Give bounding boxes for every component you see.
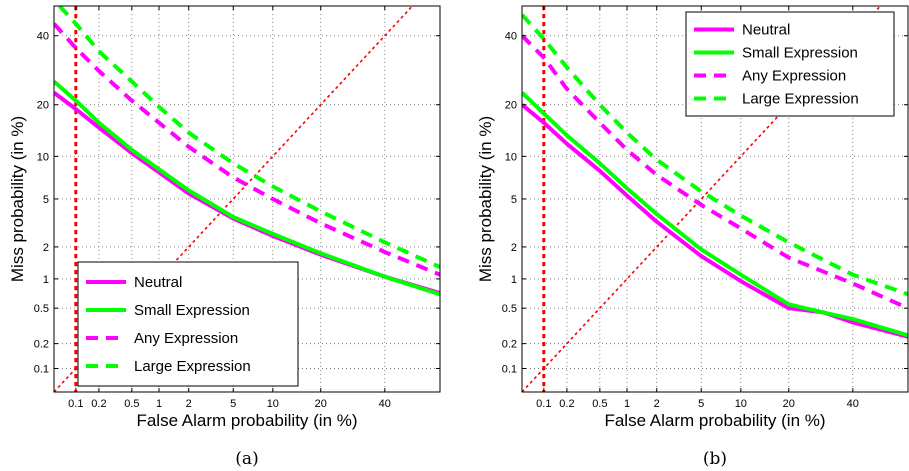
series-line-small-expression <box>522 91 908 338</box>
x-tick-label: 5 <box>698 398 704 410</box>
chart-panel-a: 0.1 0.2 0.5 1 2 5 10 20 40 0.1 0.2 0.5 1 2 5 10 20 40 Fals… <box>8 5 441 469</box>
x-tick-label: 20 <box>783 398 795 410</box>
x-tick-label: 0.1 <box>536 398 551 410</box>
legend-label: Neutral <box>134 274 182 291</box>
x-tick-label: 1 <box>156 398 162 410</box>
y-tick-label: 0.5 <box>502 303 517 315</box>
x-tick-label: 2 <box>186 398 192 410</box>
legend: Neutral Small Expression Any Expression Lar… <box>685 11 895 117</box>
x-axis-label: False Alarm probability (in %) <box>604 411 825 430</box>
series-line-any-expression <box>54 22 440 277</box>
y-tick-label: 0.5 <box>34 303 49 315</box>
x-tick-label: 0.2 <box>91 398 106 410</box>
y-tick-label: 0.2 <box>34 339 49 351</box>
x-tick-label: 20 <box>315 398 327 410</box>
y-tick-label: 40 <box>37 31 49 43</box>
x-axis-label: False Alarm probability (in %) <box>136 411 357 430</box>
y-tick-label: 2 <box>43 242 49 254</box>
y-tick-label: 2 <box>511 242 517 254</box>
y-tick-label: 40 <box>505 31 517 43</box>
legend-label: Large Expression <box>134 358 251 375</box>
y-axis-label: Miss probability (in %) <box>476 116 495 282</box>
y-axis-label: Miss probability (in %) <box>8 116 27 282</box>
y-tick-label: 1 <box>511 274 517 286</box>
legend-label: Small Expression <box>134 302 250 319</box>
y-tick-label: 5 <box>511 194 517 206</box>
chart-panel-b: 0.1 0.2 0.5 1 2 5 10 20 40 0.1 0.2 0.5 1 2 5 10 20 40 Fals… <box>476 5 909 469</box>
y-tick-label: 10 <box>505 151 517 163</box>
y-tick-label: 20 <box>505 100 517 112</box>
equal-error-diagonal <box>54 6 413 392</box>
y-tick-label: 0.1 <box>34 364 49 376</box>
y-tick-label: 0.1 <box>502 364 517 376</box>
legend-label: Any Expression <box>134 330 238 347</box>
y-tick-label: 10 <box>37 151 49 163</box>
x-tick-label: 10 <box>267 398 279 410</box>
legend-label: Any Expression <box>742 68 846 85</box>
y-tick-label: 0.2 <box>502 339 517 351</box>
y-tick-label: 5 <box>43 194 49 206</box>
series-line-large-expression <box>58 6 440 269</box>
x-tick-label: 10 <box>735 398 747 410</box>
x-tick-label: 0.5 <box>592 398 607 410</box>
series-line-small-expression <box>54 79 440 297</box>
x-tick-label: 1 <box>624 398 630 410</box>
x-tick-label: 0.5 <box>124 398 139 410</box>
x-tick-label: 0.1 <box>68 398 83 410</box>
series-line-neutral <box>522 103 908 339</box>
panel-caption: (b) <box>703 449 727 469</box>
legend-label: Large Expression <box>742 91 859 108</box>
legend-label: Small Expression <box>742 45 858 62</box>
x-tick-label: 2 <box>654 398 660 410</box>
x-tick-label: 0.2 <box>559 398 574 410</box>
panel-caption: (a) <box>235 449 258 469</box>
y-tick-label: 20 <box>37 100 49 112</box>
legend-label: Neutral <box>742 22 790 39</box>
x-tick-label: 40 <box>847 398 859 410</box>
y-tick-label: 1 <box>43 274 49 286</box>
x-tick-label: 5 <box>230 398 236 410</box>
legend: Neutral Small Expression Any Expression Lar… <box>77 261 299 387</box>
x-tick-label: 40 <box>379 398 391 410</box>
